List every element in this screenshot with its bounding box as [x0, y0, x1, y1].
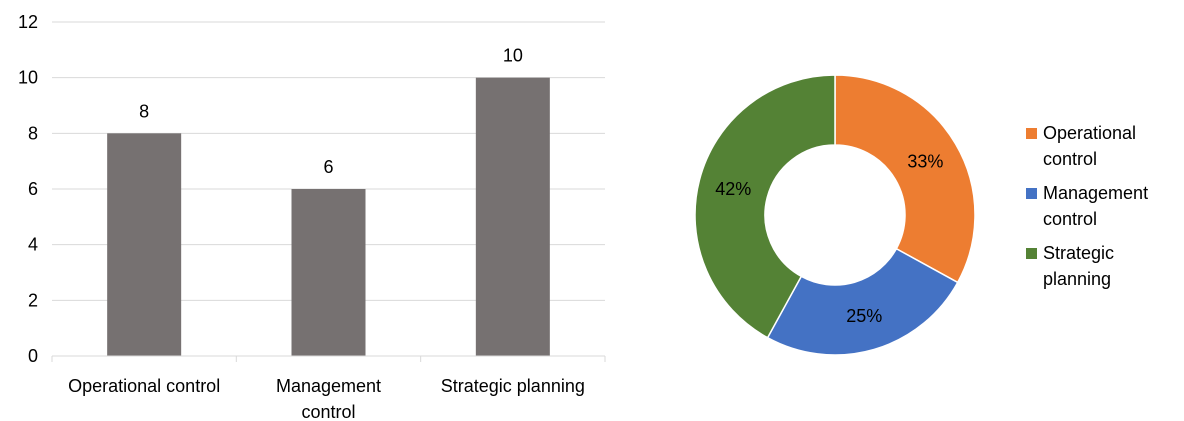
legend-swatch [1026, 248, 1037, 259]
bar-strategic-planning [475, 77, 550, 357]
category-label-line: control [301, 402, 355, 421]
legend-swatch [1026, 128, 1037, 139]
legend-item: Strategic planning [1026, 240, 1176, 292]
legend-label-line: control [1043, 149, 1098, 169]
legend-label-line: control [1043, 209, 1098, 229]
bar-management-control [291, 189, 366, 356]
donut-data-label: 33% [907, 152, 943, 172]
donut-chart: 33% 25% 42% [694, 74, 976, 356]
y-tick-label: 6 [28, 179, 38, 199]
legend-label-line: Management [1043, 183, 1149, 203]
bar-chart-category-labels: Operational control Management control Stra… [68, 376, 585, 421]
bar-data-label: 10 [503, 46, 523, 66]
category-label: Management control [276, 376, 381, 421]
legend-item: Operational control [1026, 120, 1176, 172]
legend-label: Operational control [1043, 120, 1136, 172]
category-label-line: Strategic planning [441, 376, 585, 396]
category-label: Operational control [68, 376, 220, 396]
y-tick-label: 10 [18, 68, 38, 88]
legend-label-line: Strategic [1043, 243, 1115, 263]
donut-slice-strategic-planning [694, 74, 836, 339]
y-tick-label: 12 [18, 12, 38, 32]
bar-chart-data-labels: 8 6 10 [139, 46, 523, 177]
bar-chart-x-axis [51, 355, 606, 362]
legend-label: Strategic planning [1043, 240, 1114, 292]
donut-data-label: 25% [846, 306, 882, 326]
legend-swatch [1026, 188, 1037, 199]
bar-chart-y-axis: 0 2 4 6 8 10 12 [18, 12, 38, 366]
y-tick-label: 2 [28, 290, 38, 310]
donut-data-label: 42% [715, 179, 751, 199]
bar-data-label: 8 [139, 101, 149, 121]
y-tick-label: 0 [28, 346, 38, 366]
donut-chart-data-labels: 33% 25% 42% [715, 152, 943, 326]
bar-data-label: 6 [323, 157, 333, 177]
donut-chart-legend: Operational control Management control Strat… [1026, 120, 1176, 300]
bar-chart: 0 2 4 6 8 10 12 8 6 10 Operational control Manage… [18, 12, 606, 421]
legend-label: Management control [1043, 180, 1148, 232]
bar-operational-control [107, 133, 182, 356]
legend-label-line: planning [1043, 269, 1112, 289]
y-tick-label: 8 [28, 123, 38, 143]
y-tick-label: 4 [28, 235, 38, 255]
category-label: Strategic planning [441, 376, 585, 396]
legend-item: Management control [1026, 180, 1176, 232]
legend-label-line: Operational [1043, 123, 1137, 143]
donut-slice-operational-control [834, 74, 976, 284]
bar-chart-bars [107, 77, 550, 357]
category-label-line: Operational control [68, 376, 220, 396]
donut-chart-slices [694, 74, 976, 356]
donut-slice-management-control [766, 247, 959, 356]
category-label-line: Management [276, 376, 381, 396]
